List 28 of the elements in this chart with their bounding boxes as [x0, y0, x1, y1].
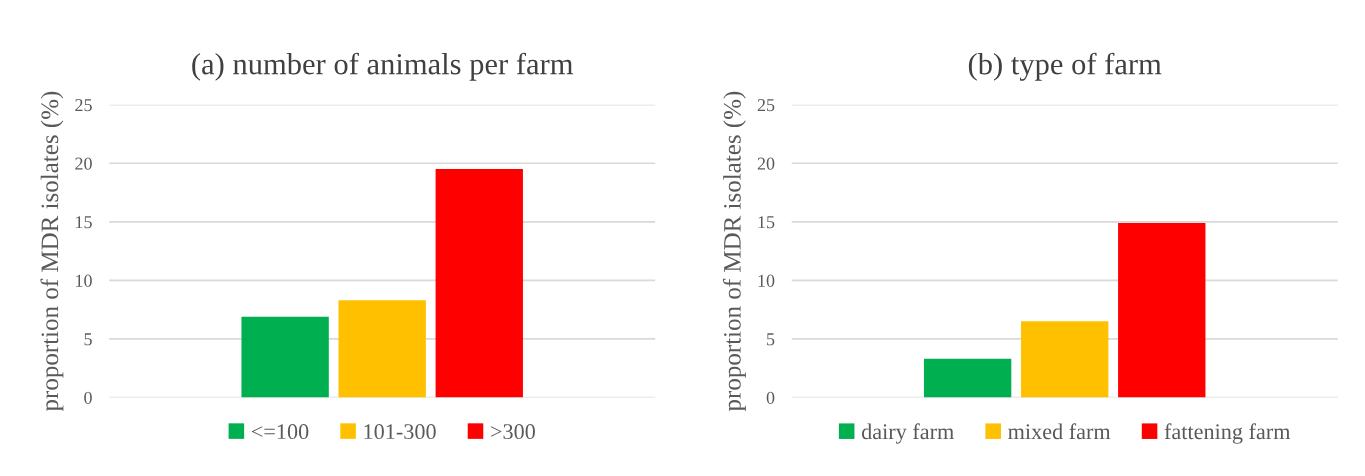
legend-label: 101-300 [364, 424, 436, 440]
bar [1021, 321, 1109, 398]
chart-title: (a) number of animals per farm [192, 52, 574, 81]
y-axis-title: proportion of MDR isolates (%) [722, 91, 746, 412]
y-tick-label: 0 [84, 391, 92, 404]
legend-label: fattening farm [1164, 423, 1291, 444]
chart-title: (b) type of farm [968, 52, 1162, 81]
y-tick-label: 5 [84, 333, 92, 346]
y-tick-label: 10 [758, 274, 775, 287]
y-axis-title: proportion of MDR isolates (%) [40, 91, 64, 412]
legend-label: mixed farm [1008, 423, 1111, 440]
y-tick-label: 20 [757, 157, 775, 170]
y-tick-label: 15 [76, 216, 92, 229]
bar [241, 316, 329, 398]
bar [923, 358, 1012, 398]
y-tick-label: 20 [75, 157, 92, 170]
legend-label: dairy farm [861, 423, 954, 444]
y-tick-label: 15 [758, 216, 775, 229]
bar [338, 300, 426, 398]
legend-label: >300 [491, 424, 535, 440]
y-tick-label: 5 [767, 333, 775, 346]
y-tick-label: 0 [766, 391, 775, 404]
bar [435, 169, 523, 398]
y-tick-label: 25 [75, 99, 92, 112]
bar [1118, 222, 1206, 398]
y-tick-label: 10 [76, 274, 92, 287]
y-tick-label: 25 [757, 99, 775, 112]
legend-label: <=100 [251, 424, 309, 440]
